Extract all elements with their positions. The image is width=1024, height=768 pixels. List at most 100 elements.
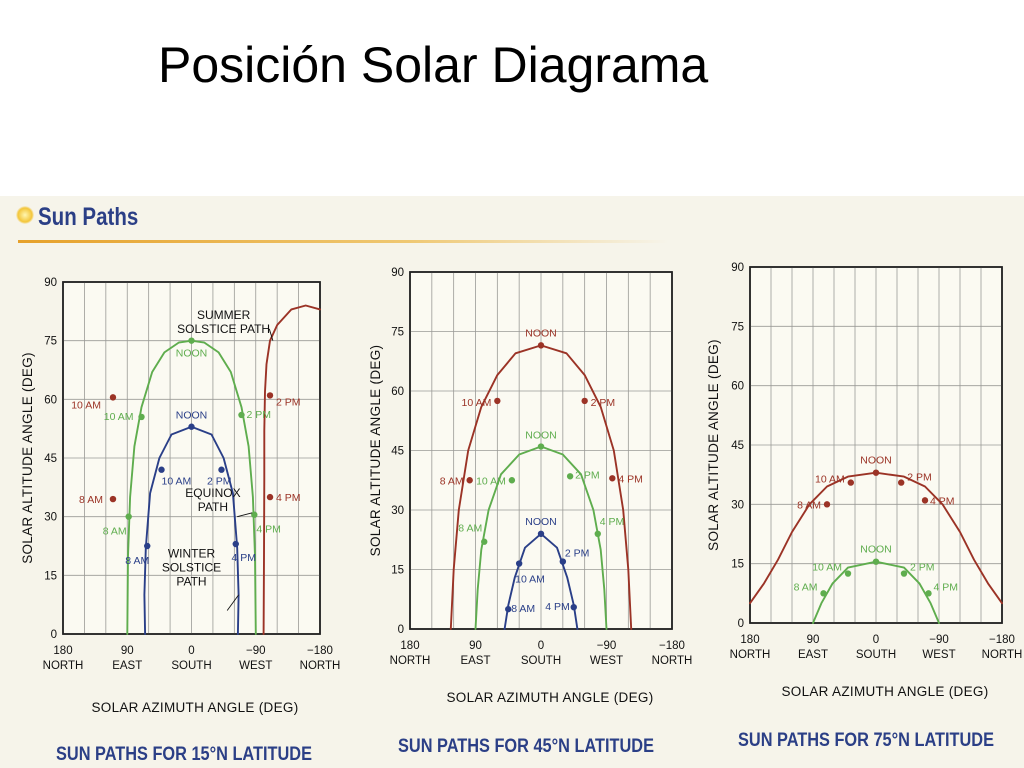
winter-hour-label: 8 AM xyxy=(125,555,149,567)
y-tick-label: 45 xyxy=(391,446,404,458)
annotation-leader xyxy=(226,594,239,611)
winter-hour-label: 2 PM xyxy=(207,476,232,488)
equinox-hour-label: NOON xyxy=(525,430,557,442)
winter-hour-label: 4 PM xyxy=(545,601,570,613)
series-equinox: NOON 10 AM 2 PM 8 AM 4 PM xyxy=(794,544,958,624)
summer-hour-label: 2 PM xyxy=(907,472,932,484)
summer-hour-label: 8 AM xyxy=(797,499,821,511)
y-tick-label: 15 xyxy=(44,570,57,582)
series-winter: NOON 10 AM 2 PM 8 AM 4 PM xyxy=(125,410,257,635)
equinox-hour-point xyxy=(188,337,195,344)
equinox-hour-label: 10 AM xyxy=(104,411,134,423)
summer-hour-label: 10 AM xyxy=(815,474,845,486)
summer-hour-label: 8 AM xyxy=(440,475,464,487)
annotation-text: SOLSTICE xyxy=(162,561,221,575)
summer-hour-point xyxy=(109,394,117,401)
winter-hour-point xyxy=(158,466,165,473)
equinox-hour-point xyxy=(566,473,574,480)
summer-hour-point xyxy=(609,475,616,482)
winter-hour-point xyxy=(188,423,195,430)
y-tick-label: 15 xyxy=(391,565,404,577)
summer-hour-label: 4 PM xyxy=(618,473,643,485)
equinox-hour-point xyxy=(508,477,516,484)
series-summer: NOON 10 AM 2 PM 8 AM 4 PM xyxy=(749,455,1003,605)
y-tick-label: 0 xyxy=(738,618,744,630)
equinox-hour-point xyxy=(125,513,132,520)
summer-hour-label: NOON xyxy=(525,327,557,339)
equinox-hour-point xyxy=(594,530,601,537)
y-tick-label: 15 xyxy=(731,559,744,571)
x-tick-direction: WEST xyxy=(590,655,623,667)
y-tick-label: 90 xyxy=(44,277,57,289)
y-tick-label: 30 xyxy=(44,512,57,524)
summer-hour-point xyxy=(466,477,473,484)
x-tick-direction: NORTH xyxy=(390,655,431,667)
series-equinox: NOON 10 AM 2 PM 8 AM 4 PM xyxy=(103,337,281,635)
winter-hour-label: 4 PM xyxy=(232,552,257,564)
x-tick-direction: NORTH xyxy=(982,649,1023,661)
equinox-hour-point xyxy=(238,411,245,419)
x-tick-label: 0 xyxy=(538,640,544,652)
x-tick-label: −180 xyxy=(307,645,333,657)
slide-title: Posición Solar Diagrama xyxy=(158,37,709,93)
summer-hour-point xyxy=(537,342,545,349)
annotation-leader xyxy=(268,328,274,341)
equinox-hour-label: 4 PM xyxy=(256,524,281,536)
annotation-text: PATH xyxy=(176,575,206,589)
y-tick-label: 30 xyxy=(391,505,404,517)
x-tick-label: −90 xyxy=(929,634,949,646)
summer-hour-label: 10 AM xyxy=(71,399,101,411)
annotation-text: EQUINOX xyxy=(185,486,240,500)
x-tick-label: 180 xyxy=(53,645,72,657)
chart-3: 0 15 30 45 60 75 90 180 NORTH 90 EAST 0 SOUTH −90 WEST… xyxy=(706,262,1022,750)
x-tick-label: −180 xyxy=(659,640,685,652)
summer-hour-point xyxy=(581,397,588,405)
y-tick-label: 60 xyxy=(44,394,57,406)
series-summer: NOON 10 AM 2 PM 8 AM 4 PM xyxy=(440,327,643,630)
summer-hour-point xyxy=(921,497,929,504)
summer-hour-label: 10 AM xyxy=(462,397,492,409)
x-tick-label: 0 xyxy=(188,645,194,657)
equinox-hour-label: 8 AM xyxy=(103,526,127,538)
y-tick-label: 0 xyxy=(398,624,404,636)
x-tick-direction: EAST xyxy=(460,655,490,667)
winter-hour-point xyxy=(515,560,523,567)
equinox-hour-label: 4 PM xyxy=(600,516,625,528)
winter-hour-point xyxy=(218,466,225,473)
equinox-hour-point xyxy=(138,413,145,421)
x-tick-direction: WEST xyxy=(922,649,955,661)
winter-hour-label: NOON xyxy=(176,410,208,422)
x-tick-label: 90 xyxy=(469,640,482,652)
chart-2: 0 15 30 45 60 75 90 180 NORTH 90 EAST 0 SOUTH −90 WEST… xyxy=(368,267,692,756)
x-tick-label: −90 xyxy=(246,645,266,657)
y-tick-label: 45 xyxy=(44,453,57,465)
chart-caption: SUN PATHS FOR 15°N LATITUDE xyxy=(56,743,312,764)
y-tick-label: 45 xyxy=(731,440,744,452)
y-tick-label: 0 xyxy=(51,629,57,641)
x-tick-direction: EAST xyxy=(112,660,142,672)
winter-hour-label: 8 AM xyxy=(511,603,535,615)
summer-path-line xyxy=(262,304,321,635)
series-winter: NOON 10 AM 2 PM 8 AM 4 PM xyxy=(503,516,590,630)
winter-hour-label: 2 PM xyxy=(565,548,590,560)
equinox-hour-point xyxy=(481,538,488,545)
equinox-hour-point xyxy=(537,443,545,450)
equinox-hour-label: 10 AM xyxy=(812,562,842,574)
equinox-hour-point xyxy=(251,511,258,518)
x-tick-label: 180 xyxy=(740,634,759,646)
summer-hour-label: 2 PM xyxy=(591,397,616,409)
winter-hour-point xyxy=(559,558,567,565)
winter-hour-point xyxy=(570,603,577,611)
x-tick-label: −90 xyxy=(597,640,617,652)
y-tick-label: 75 xyxy=(391,327,404,339)
y-axis-label: SOLAR ALTITUDE ANGLE (DEG) xyxy=(706,339,721,551)
series-summer: 10 AM 8 AM 2 PM 4 PM xyxy=(71,304,321,635)
equinox-hour-label: NOON xyxy=(860,544,892,556)
annotation-leader xyxy=(237,512,253,518)
summer-hour-point xyxy=(266,392,274,399)
equinox-hour-label: 8 AM xyxy=(794,581,818,593)
plot-border xyxy=(409,271,673,630)
y-tick-label: 60 xyxy=(391,386,404,398)
winter-hour-point xyxy=(144,542,151,550)
